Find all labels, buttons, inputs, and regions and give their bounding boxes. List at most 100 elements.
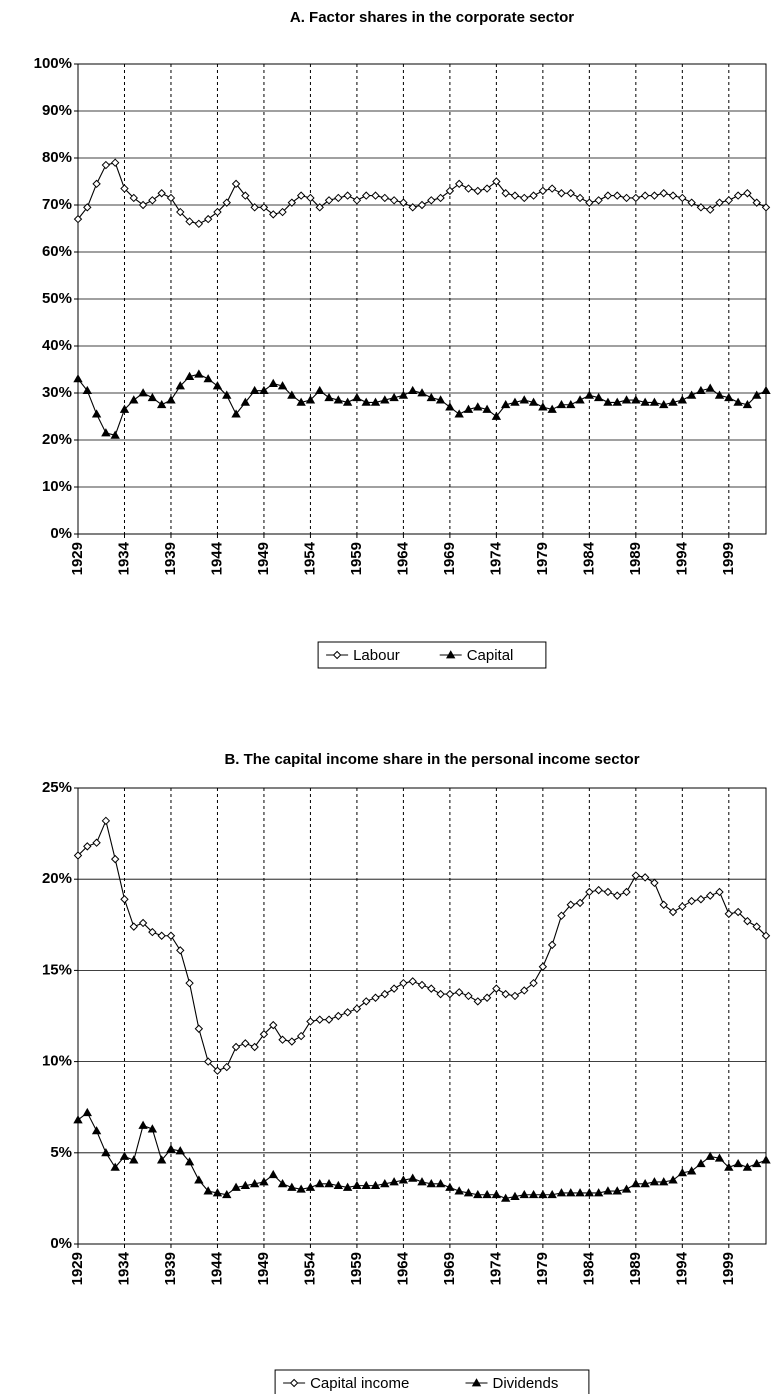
marker bbox=[157, 931, 166, 940]
x-tick-label: 1994 bbox=[673, 541, 690, 575]
marker bbox=[250, 1042, 259, 1052]
marker bbox=[613, 891, 622, 900]
x-tick-label: 1999 bbox=[720, 1252, 737, 1285]
marker bbox=[287, 198, 297, 207]
marker bbox=[714, 390, 725, 399]
marker bbox=[640, 191, 650, 200]
marker bbox=[501, 989, 510, 999]
marker bbox=[277, 1179, 288, 1188]
marker bbox=[296, 1031, 306, 1041]
marker bbox=[101, 160, 111, 170]
y-tick-label: 5% bbox=[50, 1144, 72, 1161]
legend: Capital income Dividends bbox=[274, 1369, 590, 1394]
x-tick-label: 1954 bbox=[301, 1251, 318, 1285]
marker bbox=[82, 1107, 92, 1117]
marker bbox=[184, 1157, 195, 1166]
marker bbox=[445, 989, 455, 999]
marker bbox=[138, 200, 148, 210]
marker bbox=[380, 989, 390, 999]
marker bbox=[417, 980, 427, 990]
marker bbox=[203, 1186, 213, 1195]
marker bbox=[668, 191, 678, 200]
marker bbox=[547, 404, 557, 413]
marker bbox=[752, 1158, 762, 1168]
marker bbox=[408, 203, 417, 212]
marker bbox=[334, 1011, 343, 1021]
marker bbox=[399, 198, 408, 207]
marker bbox=[213, 1066, 222, 1075]
marker bbox=[593, 392, 604, 402]
marker bbox=[445, 186, 455, 196]
marker bbox=[612, 397, 622, 406]
marker bbox=[408, 1173, 418, 1182]
marker bbox=[686, 1166, 697, 1175]
marker bbox=[176, 207, 185, 217]
marker bbox=[556, 1188, 567, 1197]
marker bbox=[305, 1182, 316, 1191]
x-tick-label: 1994 bbox=[673, 1251, 690, 1285]
marker bbox=[631, 871, 641, 880]
marker bbox=[752, 198, 761, 207]
marker bbox=[752, 390, 762, 399]
marker bbox=[129, 922, 138, 931]
marker bbox=[491, 411, 502, 420]
marker bbox=[705, 1151, 715, 1160]
marker bbox=[557, 911, 566, 920]
plot-frame bbox=[77, 63, 767, 535]
marker bbox=[324, 196, 334, 205]
marker bbox=[194, 219, 204, 229]
x-tick-label: 1944 bbox=[208, 1251, 225, 1285]
marker bbox=[715, 887, 724, 897]
marker bbox=[398, 1175, 409, 1184]
marker bbox=[724, 196, 734, 205]
marker bbox=[370, 1180, 381, 1190]
marker bbox=[696, 1158, 706, 1168]
marker bbox=[668, 397, 678, 406]
marker bbox=[315, 203, 324, 212]
marker bbox=[148, 196, 157, 205]
marker bbox=[184, 371, 195, 380]
marker bbox=[287, 1037, 297, 1046]
marker bbox=[659, 900, 668, 909]
marker bbox=[306, 1017, 315, 1026]
marker bbox=[519, 1189, 529, 1199]
marker bbox=[510, 397, 520, 406]
marker bbox=[706, 891, 715, 900]
marker bbox=[203, 1057, 213, 1066]
y-tick-label: 15% bbox=[42, 961, 72, 978]
y-tick-label: 20% bbox=[42, 431, 72, 448]
marker bbox=[166, 1144, 176, 1153]
marker bbox=[603, 1186, 613, 1195]
marker bbox=[500, 399, 511, 409]
marker bbox=[631, 395, 641, 404]
marker bbox=[575, 1188, 585, 1197]
marker bbox=[343, 1008, 352, 1017]
x-tick-label: 1929 bbox=[69, 542, 86, 575]
marker bbox=[566, 900, 575, 909]
marker bbox=[156, 1155, 167, 1164]
marker bbox=[315, 1015, 324, 1024]
marker bbox=[287, 1182, 297, 1191]
marker bbox=[557, 189, 566, 198]
marker bbox=[278, 207, 287, 217]
x-tick-label: 1989 bbox=[627, 542, 644, 575]
marker bbox=[83, 203, 92, 212]
marker bbox=[566, 399, 576, 409]
y-tick-label: 0% bbox=[50, 525, 72, 542]
marker bbox=[296, 1184, 306, 1193]
x-tick-label: 1969 bbox=[441, 542, 458, 575]
marker bbox=[101, 428, 111, 437]
marker bbox=[594, 196, 603, 205]
marker bbox=[343, 191, 352, 200]
marker bbox=[427, 984, 436, 993]
marker bbox=[324, 392, 334, 402]
marker bbox=[556, 399, 567, 409]
marker bbox=[352, 392, 362, 402]
x-tick-label: 1989 bbox=[627, 1252, 644, 1285]
marker bbox=[724, 909, 734, 919]
y-tick-label: 50% bbox=[42, 290, 72, 307]
marker bbox=[622, 193, 631, 203]
marker bbox=[138, 918, 148, 928]
x-tick-label: 1939 bbox=[162, 1252, 179, 1285]
